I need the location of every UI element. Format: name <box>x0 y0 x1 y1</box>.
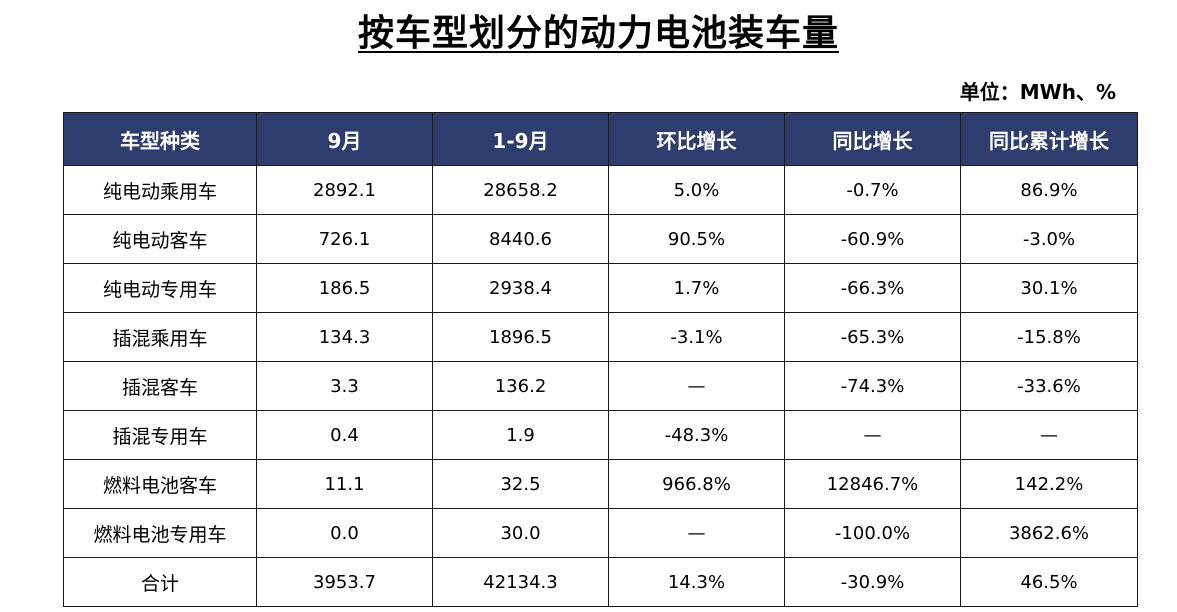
cell-jan-sep: 136.2 <box>432 361 609 411</box>
cell-yoy-cumulative-growth: 3862.6% <box>960 508 1138 558</box>
cell-vehicle-type: 合计 <box>63 557 257 607</box>
cell-jan-sep: 1.9 <box>432 410 609 460</box>
cell-vehicle-type: 插混专用车 <box>63 410 257 460</box>
cell-september: 3953.7 <box>256 557 433 607</box>
battery-installation-table: 车型种类 9月 1-9月 环比增长 同比增长 同比累计增长 纯电动乘用车 289… <box>63 112 1138 607</box>
header-jan-sep: 1-9月 <box>432 112 609 166</box>
cell-mom-growth: -48.3% <box>608 410 785 460</box>
cell-jan-sep: 32.5 <box>432 459 609 509</box>
cell-jan-sep: 8440.6 <box>432 214 609 264</box>
cell-vehicle-type: 纯电动乘用车 <box>63 165 257 215</box>
cell-yoy-growth: -0.7% <box>784 165 961 215</box>
table-row: 燃料电池客车 11.1 32.5 966.8% 12846.7% 142.2% <box>63 459 1138 509</box>
cell-september: 2892.1 <box>256 165 433 215</box>
cell-yoy-growth: -100.0% <box>784 508 961 558</box>
cell-september: 134.3 <box>256 312 433 362</box>
header-row: 车型种类 9月 1-9月 环比增长 同比增长 同比累计增长 <box>63 112 1138 166</box>
cell-jan-sep: 2938.4 <box>432 263 609 313</box>
cell-yoy-growth: 12846.7% <box>784 459 961 509</box>
cell-vehicle-type: 燃料电池客车 <box>63 459 257 509</box>
table-row-total: 合计 3953.7 42134.3 14.3% -30.9% 46.5% <box>63 557 1138 607</box>
table-row: 插混客车 3.3 136.2 — -74.3% -33.6% <box>63 361 1138 411</box>
cell-yoy-cumulative-growth: -3.0% <box>960 214 1138 264</box>
table-row: 燃料电池专用车 0.0 30.0 — -100.0% 3862.6% <box>63 508 1138 558</box>
cell-mom-growth: 966.8% <box>608 459 785 509</box>
cell-september: 3.3 <box>256 361 433 411</box>
table-row: 纯电动专用车 186.5 2938.4 1.7% -66.3% 30.1% <box>63 263 1138 313</box>
page-title: 按车型划分的动力电池装车量 <box>0 10 1177 58</box>
cell-yoy-growth: -65.3% <box>784 312 961 362</box>
cell-september: 186.5 <box>256 263 433 313</box>
cell-september: 11.1 <box>256 459 433 509</box>
cell-yoy-cumulative-growth: 142.2% <box>960 459 1138 509</box>
header-september: 9月 <box>256 112 433 166</box>
cell-jan-sep: 1896.5 <box>432 312 609 362</box>
page-title-text: 按车型划分的动力电池装车量 <box>357 13 839 54</box>
cell-yoy-growth: -74.3% <box>784 361 961 411</box>
cell-september: 0.0 <box>256 508 433 558</box>
cell-vehicle-type: 插混乘用车 <box>63 312 257 362</box>
cell-yoy-growth: -66.3% <box>784 263 961 313</box>
cell-mom-growth: 5.0% <box>608 165 785 215</box>
cell-yoy-growth: -60.9% <box>784 214 961 264</box>
cell-yoy-cumulative-growth: 30.1% <box>960 263 1138 313</box>
cell-jan-sep: 28658.2 <box>432 165 609 215</box>
cell-yoy-cumulative-growth: — <box>960 410 1138 460</box>
cell-mom-growth: 1.7% <box>608 263 785 313</box>
header-yoy-cumulative-growth: 同比累计增长 <box>960 112 1138 166</box>
cell-vehicle-type: 纯电动客车 <box>63 214 257 264</box>
cell-september: 0.4 <box>256 410 433 460</box>
table-row: 纯电动乘用车 2892.1 28658.2 5.0% -0.7% 86.9% <box>63 165 1138 215</box>
cell-yoy-cumulative-growth: 46.5% <box>960 557 1138 607</box>
cell-vehicle-type: 插混客车 <box>63 361 257 411</box>
table-row: 纯电动客车 726.1 8440.6 90.5% -60.9% -3.0% <box>63 214 1138 264</box>
cell-jan-sep: 42134.3 <box>432 557 609 607</box>
cell-yoy-cumulative-growth: -15.8% <box>960 312 1138 362</box>
cell-jan-sep: 30.0 <box>432 508 609 558</box>
cell-mom-growth: 90.5% <box>608 214 785 264</box>
cell-yoy-growth: -30.9% <box>784 557 961 607</box>
cell-yoy-cumulative-growth: 86.9% <box>960 165 1138 215</box>
header-yoy-growth: 同比增长 <box>784 112 961 166</box>
header-mom-growth: 环比增长 <box>608 112 785 166</box>
unit-label: 单位：MWh、% <box>959 80 1116 104</box>
header-vehicle-type: 车型种类 <box>63 112 257 166</box>
cell-mom-growth: 14.3% <box>608 557 785 607</box>
cell-mom-growth: -3.1% <box>608 312 785 362</box>
table-body: 纯电动乘用车 2892.1 28658.2 5.0% -0.7% 86.9% 纯… <box>63 165 1138 607</box>
table-header: 车型种类 9月 1-9月 环比增长 同比增长 同比累计增长 <box>63 112 1138 166</box>
cell-yoy-cumulative-growth: -33.6% <box>960 361 1138 411</box>
cell-yoy-growth: — <box>784 410 961 460</box>
table-row: 插混专用车 0.4 1.9 -48.3% — — <box>63 410 1138 460</box>
cell-mom-growth: — <box>608 508 785 558</box>
cell-mom-growth: — <box>608 361 785 411</box>
table-row: 插混乘用车 134.3 1896.5 -3.1% -65.3% -15.8% <box>63 312 1138 362</box>
cell-september: 726.1 <box>256 214 433 264</box>
cell-vehicle-type: 纯电动专用车 <box>63 263 257 313</box>
cell-vehicle-type: 燃料电池专用车 <box>63 508 257 558</box>
